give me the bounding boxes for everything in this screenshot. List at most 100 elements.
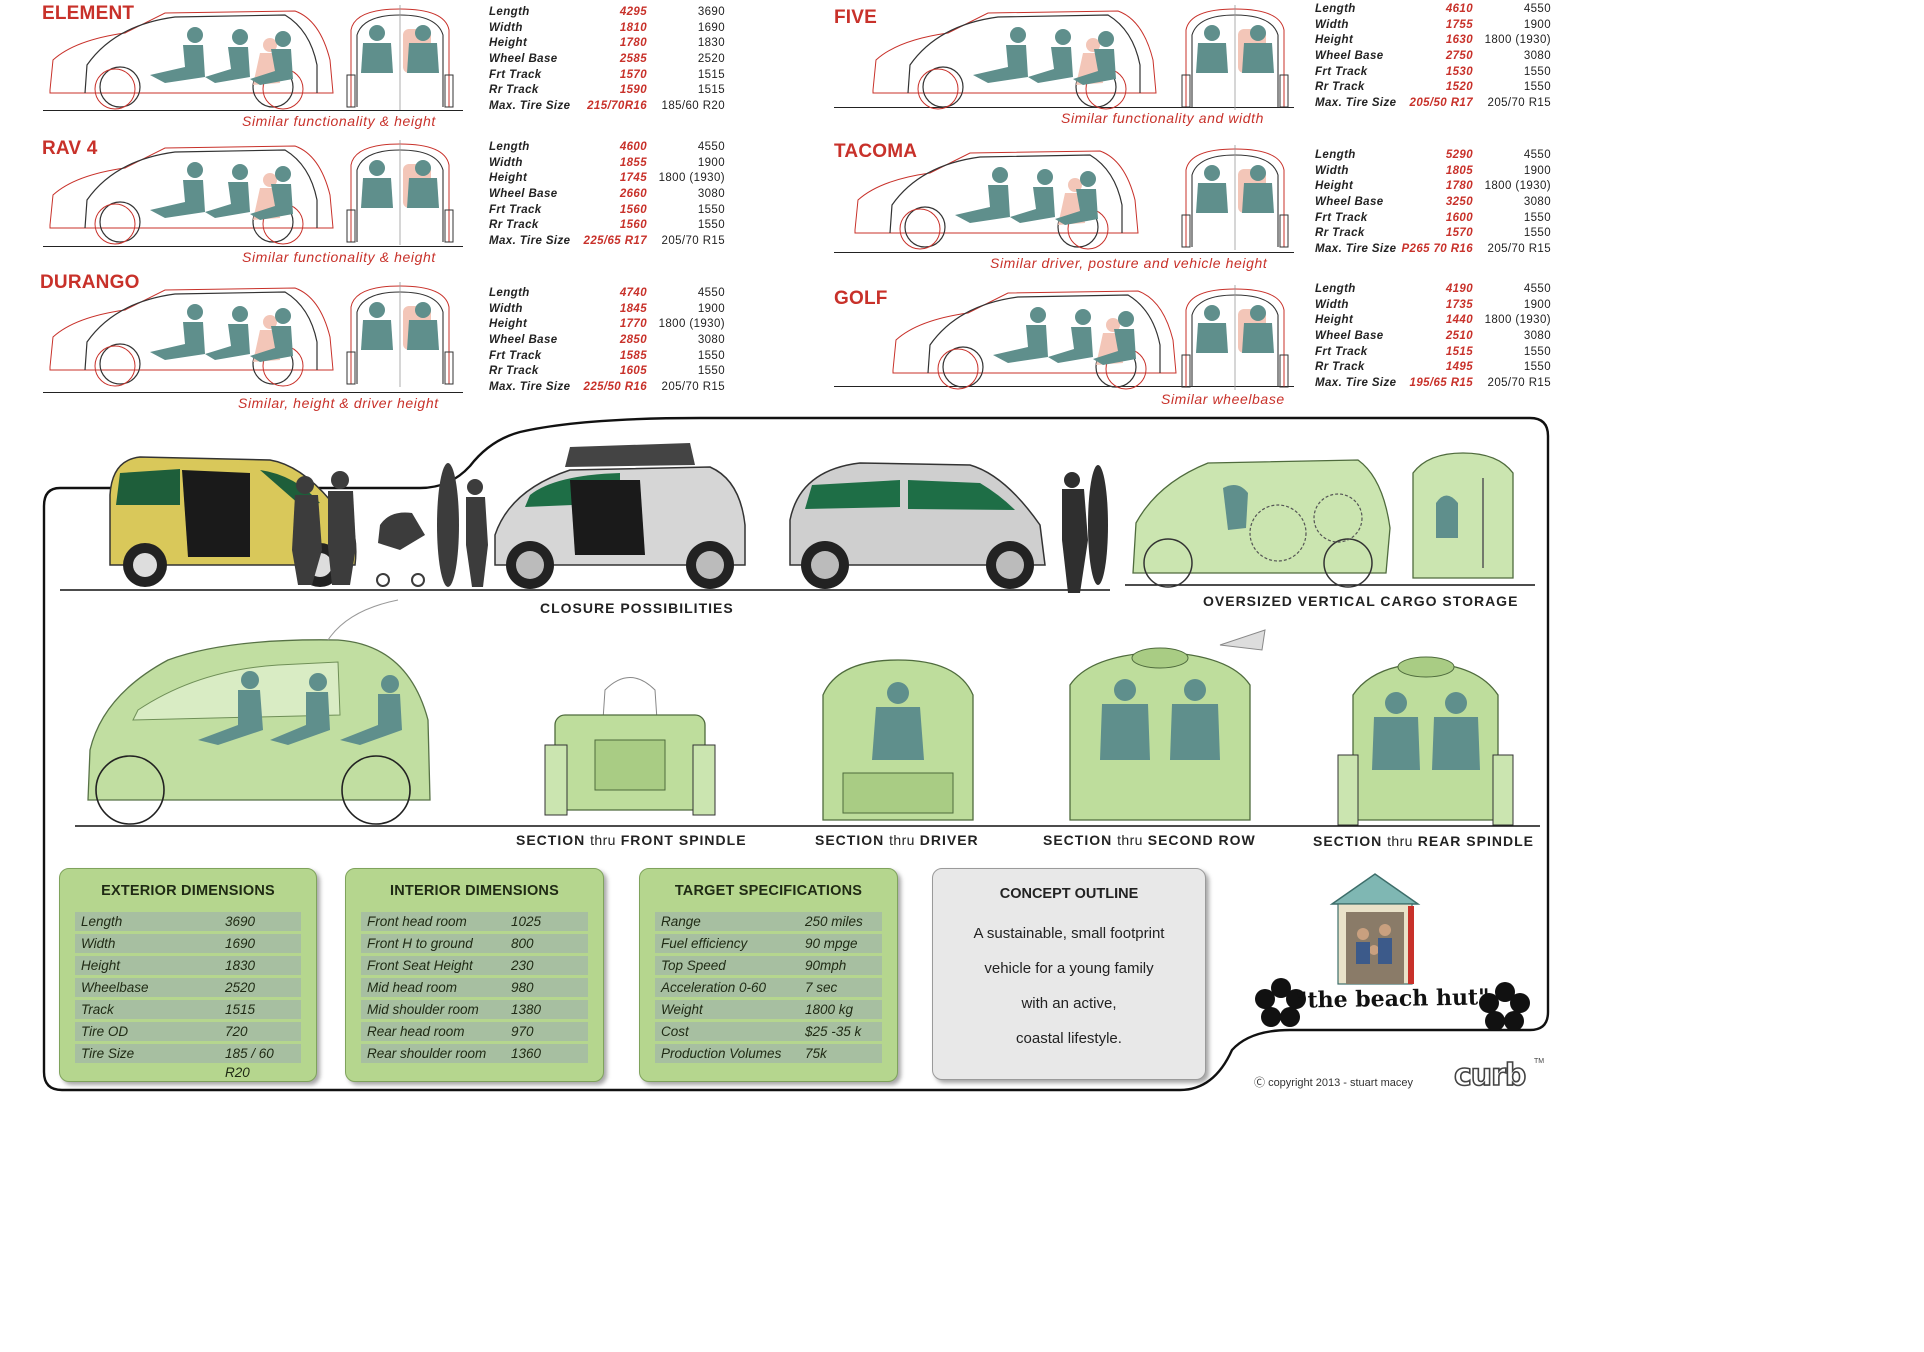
side-view-overlay-rav-4 [49,145,334,245]
concept-value: 3080 [697,334,725,347]
spec-label: Wheel Base [1315,50,1384,63]
spec-row: Length 4600 4550 [489,140,725,156]
spec-label: Wheel Base [489,53,558,66]
dimension-value: 75k [805,1046,827,1061]
vehicle-value: 1440 [1445,314,1473,327]
dimension-row: Tire OD 720 [75,1022,301,1041]
concept-value: 205/70 R15 [1487,243,1551,256]
section-front-spindle-label: SECTION thru FRONT SPINDLE [516,832,747,848]
dimension-value: 3690 [225,914,256,929]
dimension-label: Length [81,914,123,929]
ground-line [834,107,1294,108]
spec-row: Wheel Base 2510 3080 [1315,329,1551,345]
spec-label: Height [489,37,528,50]
vehicle-value: 4740 [619,287,647,299]
dimension-value: 1800 kg [805,1002,854,1017]
dimension-label: Production Volumes [661,1046,782,1061]
dimension-label: Width [81,936,116,951]
spec-row: Frt Track 1530 1550 [1315,65,1551,81]
vehicle-value: 2510 [1445,330,1473,343]
concept-value: 1800 (1930) [1484,34,1551,47]
spec-label: Height [1315,180,1354,193]
spec-row: Height 1770 1800 (1930) [489,317,725,333]
dimension-label: Rear head room [367,1024,465,1039]
spec-label: Rr Track [1315,361,1365,374]
spec-row: Frt Track 1570 1515 [489,68,725,84]
dimension-row: Rear shoulder room 1360 [361,1044,588,1063]
spec-label: Height [1315,314,1354,327]
concept-value: 4550 [697,287,725,299]
concept-value: 1900 [697,156,725,169]
spec-row: Rr Track 1495 1550 [1315,360,1551,376]
vehicle-value: 1560 [619,219,647,232]
spec-row: Wheel Base 3250 3080 [1315,195,1551,211]
vehicle-value: 1590 [619,84,647,97]
dimension-label: Wheelbase [81,980,149,995]
dimension-row: Top Speed 90mph [655,956,882,975]
concept-value: 4550 [1523,3,1551,15]
dimension-label: Fuel efficiency [661,936,748,951]
concept-value: 1515 [697,84,725,97]
dimension-label: Mid shoulder room [367,1002,479,1017]
spec-label: Frt Track [489,68,542,81]
spec-label: Max. Tire Size [1315,243,1397,256]
dimension-row: Production Volumes 75k [655,1044,882,1063]
spec-label: Rr Track [489,365,539,378]
vehicle-value: 1570 [1445,227,1473,240]
concept-value: 205/70 R15 [661,235,725,248]
dimension-value: 1830 [225,958,256,973]
vehicle-value: 1780 [1445,180,1473,193]
beach-hut-tagline: "the beach hut" [1295,984,1490,1014]
dimension-row: Fuel efficiency 90 mpge [655,934,882,953]
vehicle-value: 1780 [619,37,647,50]
concept-value: 3080 [1523,196,1551,209]
concept-value: 1550 [1523,345,1551,358]
dimension-value: 980 [511,980,534,995]
spec-label: Height [1315,34,1354,47]
dimension-value: 1025 [511,914,542,929]
spec-row: Wheel Base 2850 3080 [489,333,725,349]
spec-label: Frt Track [489,203,542,216]
spec-table-rav-4: Length 4600 4550 Width 1855 1900 Height 1745 180… [489,140,725,250]
cargo-illustrations [1132,452,1514,588]
spec-label: Wheel Base [489,188,558,201]
vehicle-value: 1560 [619,203,647,216]
spec-label: Length [1315,3,1356,15]
seated-passengers [198,671,402,745]
spec-row: Rr Track 1520 1550 [1315,80,1551,96]
dimension-label: Cost [661,1024,689,1039]
concept-value: 4550 [697,141,725,153]
spec-label: Frt Track [489,349,542,362]
vehicle-value: 2585 [619,53,647,66]
comparison-caption-five: Similar functionality and width [1061,110,1265,126]
comparison-caption-golf: Similar wheelbase [1161,391,1285,407]
dimension-label: Front head room [367,914,467,929]
vehicle-name-tacoma: TACOMA [834,141,918,162]
dimension-label: Top Speed [661,958,726,973]
dimension-value: $25 -35 k [805,1024,862,1039]
vehicle-name-rav-4: RAV 4 [42,138,98,159]
spec-label: Width [1315,18,1349,31]
spec-row: Max. Tire Size 205/50 R17 205/70 R15 [1315,96,1551,112]
spec-label: Frt Track [1315,211,1368,224]
exterior-dimensions-title: EXTERIOR DIMENSIONS [101,883,275,899]
cross-section-overlay-element [346,5,454,110]
dimension-label: Height [81,958,121,973]
interior-dimensions-title: INTERIOR DIMENSIONS [390,883,559,899]
cross-section-overlay-durango [346,282,454,387]
vehicle-value: 1605 [619,365,647,378]
dimension-value: 230 [511,958,534,973]
cross-section-overlay-rav-4 [346,140,454,245]
trademark-mark: TM [1534,1058,1545,1065]
vehicle-value: 4295 [619,6,647,18]
hibiscus-flower-right-icon [1479,982,1530,1031]
spec-row: Length 5290 4550 [1315,148,1551,164]
spec-row: Width 1810 1690 [489,21,725,37]
spec-table-durango: Length 4740 4550 Width 1845 1900 Height 1770 180… [489,286,725,396]
spec-label: Rr Track [489,84,539,97]
family-silhouettes [292,463,488,587]
vehicle-value: 1520 [1445,81,1473,94]
spec-label: Width [489,156,523,169]
surfer-silhouette [1062,465,1108,593]
dimension-value: 970 [511,1024,534,1039]
